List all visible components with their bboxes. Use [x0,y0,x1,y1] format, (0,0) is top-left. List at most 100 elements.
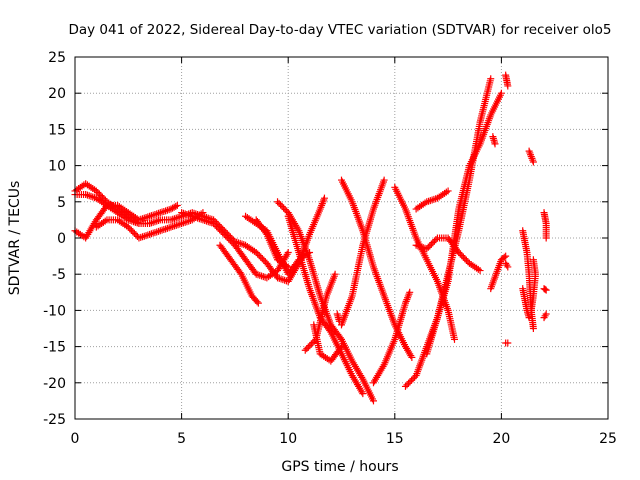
series-arc-13 [310,321,345,365]
data-point-marker [236,269,244,277]
data-point-marker [94,188,102,196]
data-point-marker [277,201,285,209]
data-point-marker [176,220,184,228]
data-point-marker [458,252,466,260]
y-tick-label: -5 [52,267,66,283]
series-arc-33 [333,310,343,325]
data-point-marker [144,231,152,239]
data-point-marker [336,344,344,352]
y-axis-label: SDTVAR / TECUs [7,181,23,296]
data-point-marker [223,233,231,241]
series-arc-16 [369,288,414,387]
data-point-marker [428,196,436,204]
data-point-marker [183,218,191,226]
data-point-marker [173,201,181,209]
data-point-marker [529,325,537,332]
data-point-marker [216,226,224,234]
data-point-marker [146,230,154,238]
data-point-marker [213,223,221,231]
series-arc-19 [412,234,484,275]
data-point-marker [183,210,191,218]
data-point-marker [146,212,154,220]
data-point-marker [281,206,289,214]
data-point-marker [424,243,432,251]
data-point-marker [262,229,270,237]
data-point-marker [408,376,416,384]
data-point-marker [174,221,182,229]
data-point-marker [405,379,413,387]
data-point-marker [139,233,147,241]
data-point-marker [155,227,163,235]
data-point-marker [279,276,287,284]
y-tick-label: -25 [43,412,66,428]
x-tick-label: 10 [279,431,297,447]
x-axis-ticks: 0 5 10 15 20 25 [71,57,617,447]
data-point-marker [497,89,505,97]
data-point-marker [542,234,550,242]
data-point-marker [401,382,409,390]
data-point-marker [331,270,339,278]
data-point-marker [261,273,269,281]
data-point-marker [169,223,177,231]
x-tick-label: 20 [492,431,510,447]
data-point-marker [459,253,467,261]
data-point-marker [504,263,512,271]
data-point-marker [502,252,510,260]
series-arc-20 [423,89,505,358]
data-point-marker [85,192,93,200]
series-arc-17 [391,183,458,343]
data-point-marker [301,346,309,354]
data-point-marker [165,224,173,232]
series-arc-34 [502,259,512,271]
data-series [71,71,550,405]
x-axis-label: GPS time / hours [281,459,398,475]
data-point-marker [130,229,138,237]
data-point-marker [430,237,438,245]
y-tick-label: 20 [48,86,66,102]
data-point-marker [163,224,171,232]
data-point-marker [160,207,168,215]
data-point-marker [542,310,550,318]
data-point-marker [151,229,159,237]
data-point-marker [504,339,512,347]
data-point-marker [303,345,311,353]
data-point-marker [162,225,170,233]
series-arc-6 [216,241,262,307]
data-point-marker [541,285,549,293]
data-point-marker [525,314,533,322]
data-point-marker [450,335,458,343]
data-point-marker [406,288,414,296]
data-point-marker [274,198,282,206]
data-point-marker [542,286,550,294]
data-point-marker [403,381,411,389]
data-point-marker [335,317,343,325]
data-point-marker [170,215,178,223]
data-point-marker [151,218,159,226]
data-point-marker [155,209,163,217]
data-point-marker [306,342,314,350]
data-point-marker [320,194,328,202]
series-arc-15 [338,176,388,329]
data-point-marker [149,229,157,237]
data-point-marker [427,240,435,248]
data-point-marker [487,75,495,83]
data-point-marker [258,272,266,280]
y-axis-ticks: -25 -20 -15 -10 -5 0 5 10 15 20 25 [43,50,608,428]
data-point-marker [147,219,155,227]
data-point-marker [92,187,100,195]
data-point-marker [155,217,163,225]
data-point-marker [423,245,431,253]
data-point-marker [258,255,266,263]
data-point-marker [178,220,186,228]
data-point-marker [220,230,228,238]
series-arc-31 [540,310,550,322]
data-point-marker [222,232,230,240]
data-point-marker [541,312,549,320]
data-point-marker [87,192,95,200]
data-point-marker [142,213,150,221]
data-point-marker [284,248,292,256]
grid-lines [75,57,608,419]
data-point-marker [147,230,155,238]
data-point-marker [144,213,152,221]
